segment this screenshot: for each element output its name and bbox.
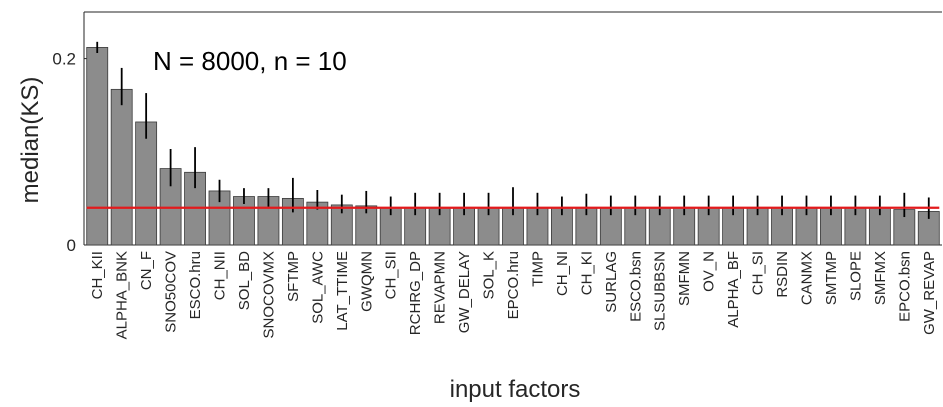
bar-ch_kii [86, 47, 109, 246]
x-axis-label: input factors [450, 376, 581, 403]
x-tick-label: RSDIN [774, 251, 791, 298]
x-tick-label: SURLAG [603, 251, 620, 313]
x-tick-label: GW_DELAY [456, 251, 473, 333]
x-tick-label: OV_N [701, 251, 718, 292]
x-tick-label: SLSUBBSN [652, 251, 669, 331]
x-tick-label: CH_SI [750, 251, 767, 295]
x-tick-label: CH_SII [383, 251, 400, 299]
x-tick-label: SNO50COV [163, 251, 180, 333]
x-tick-label: RCHRG_DP [407, 251, 424, 335]
y-ticks: 00.2 [52, 50, 91, 255]
x-tick-label: ALPHA_BF [725, 251, 742, 328]
y-axis-label: median(KS) [17, 77, 44, 204]
error-bars [96, 41, 930, 219]
x-tick-label: SNOCOVMX [260, 251, 277, 339]
x-tick-label: SLOPE [847, 251, 864, 301]
x-tick-label: CH_NI [554, 251, 571, 296]
x-tick-label: CANMX [798, 251, 815, 305]
bars [86, 47, 940, 246]
x-tick-label: ESCO.hru [187, 251, 204, 319]
x-tick-label: ESCO.bsn [627, 251, 644, 322]
x-tick-label: CH_NII [212, 251, 229, 300]
x-tick-label: SOL_BD [236, 251, 253, 310]
x-tick-label: SOL_AWC [309, 251, 326, 324]
x-tick-label: SMFMX [872, 251, 889, 305]
x-tick-label: CN_F [138, 251, 155, 290]
bar-alpha_bnk [110, 88, 133, 246]
y-tick-label: 0 [67, 236, 76, 255]
x-tick-label: ALPHA_BNK [114, 251, 131, 339]
chart-annotation: N = 8000, n = 10 [153, 46, 347, 76]
x-tick-label: CH_KII [89, 251, 106, 299]
x-tick-label: EPCO.bsn [896, 251, 913, 322]
x-tick-label: CH_KI [578, 251, 595, 295]
x-tick-labels: CH_KII ALPHA_BNK CN_F SNO50COV ESCO.hru CH_NI… [89, 251, 938, 340]
y-tick-label: 0.2 [52, 50, 76, 69]
x-tick-label: EPCO.hru [505, 251, 522, 319]
x-tick-label: GW_REVAP [921, 251, 938, 335]
x-tick-label: SMTMP [823, 251, 840, 305]
x-tick-label: TIMP [529, 251, 546, 287]
x-tick-label: SOL_K [481, 251, 498, 299]
x-tick-label: SFTMP [285, 251, 302, 302]
x-tick-label: GWQMN [358, 251, 375, 312]
x-tick-label: LAT_TTIME [334, 251, 351, 331]
x-tick-label: SMFMN [676, 251, 693, 306]
bar-cn_f [135, 121, 158, 246]
x-tick-label: REVAPMN [432, 251, 449, 324]
